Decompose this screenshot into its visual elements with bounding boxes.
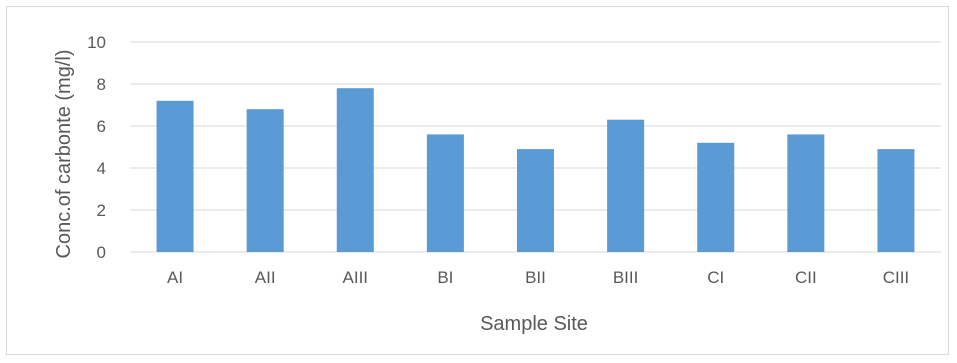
x-tick-label: BI <box>437 268 453 287</box>
x-axis-title: Sample Site <box>480 313 588 335</box>
y-tick-label: 6 <box>97 117 106 136</box>
x-tick-label: CIII <box>883 268 909 287</box>
bar-BII <box>517 149 554 252</box>
x-tick-label: AII <box>255 268 276 287</box>
bar-CIII <box>877 149 915 252</box>
x-tick-label: AIII <box>343 268 369 287</box>
x-tick-label: AI <box>167 268 183 287</box>
bar-CI <box>697 142 735 252</box>
bar-AI <box>156 100 194 252</box>
bar-AIII <box>336 88 374 252</box>
y-axis-title: Conc.of carbonte (mg/l) <box>53 50 75 259</box>
y-tick-label: 4 <box>97 159 106 178</box>
bar-CII <box>787 134 825 252</box>
bar-BI <box>426 134 464 252</box>
y-tick-label: 0 <box>97 243 106 262</box>
x-tick-labels: AI AII AIII BI BII BIII CI CII CIII <box>167 268 909 287</box>
y-tick-label: 10 <box>87 33 106 52</box>
bars <box>156 88 915 252</box>
x-tick-label: CII <box>795 268 817 287</box>
x-tick-label: BII <box>525 268 546 287</box>
bar-AII <box>246 109 284 252</box>
x-tick-label: CI <box>707 268 724 287</box>
y-tick-label: 2 <box>97 201 106 220</box>
x-tick-label: BIII <box>613 268 639 287</box>
y-tick-labels: 0 2 4 6 8 10 <box>87 33 106 262</box>
y-tick-label: 8 <box>97 75 106 94</box>
bar-BIII <box>607 119 645 252</box>
